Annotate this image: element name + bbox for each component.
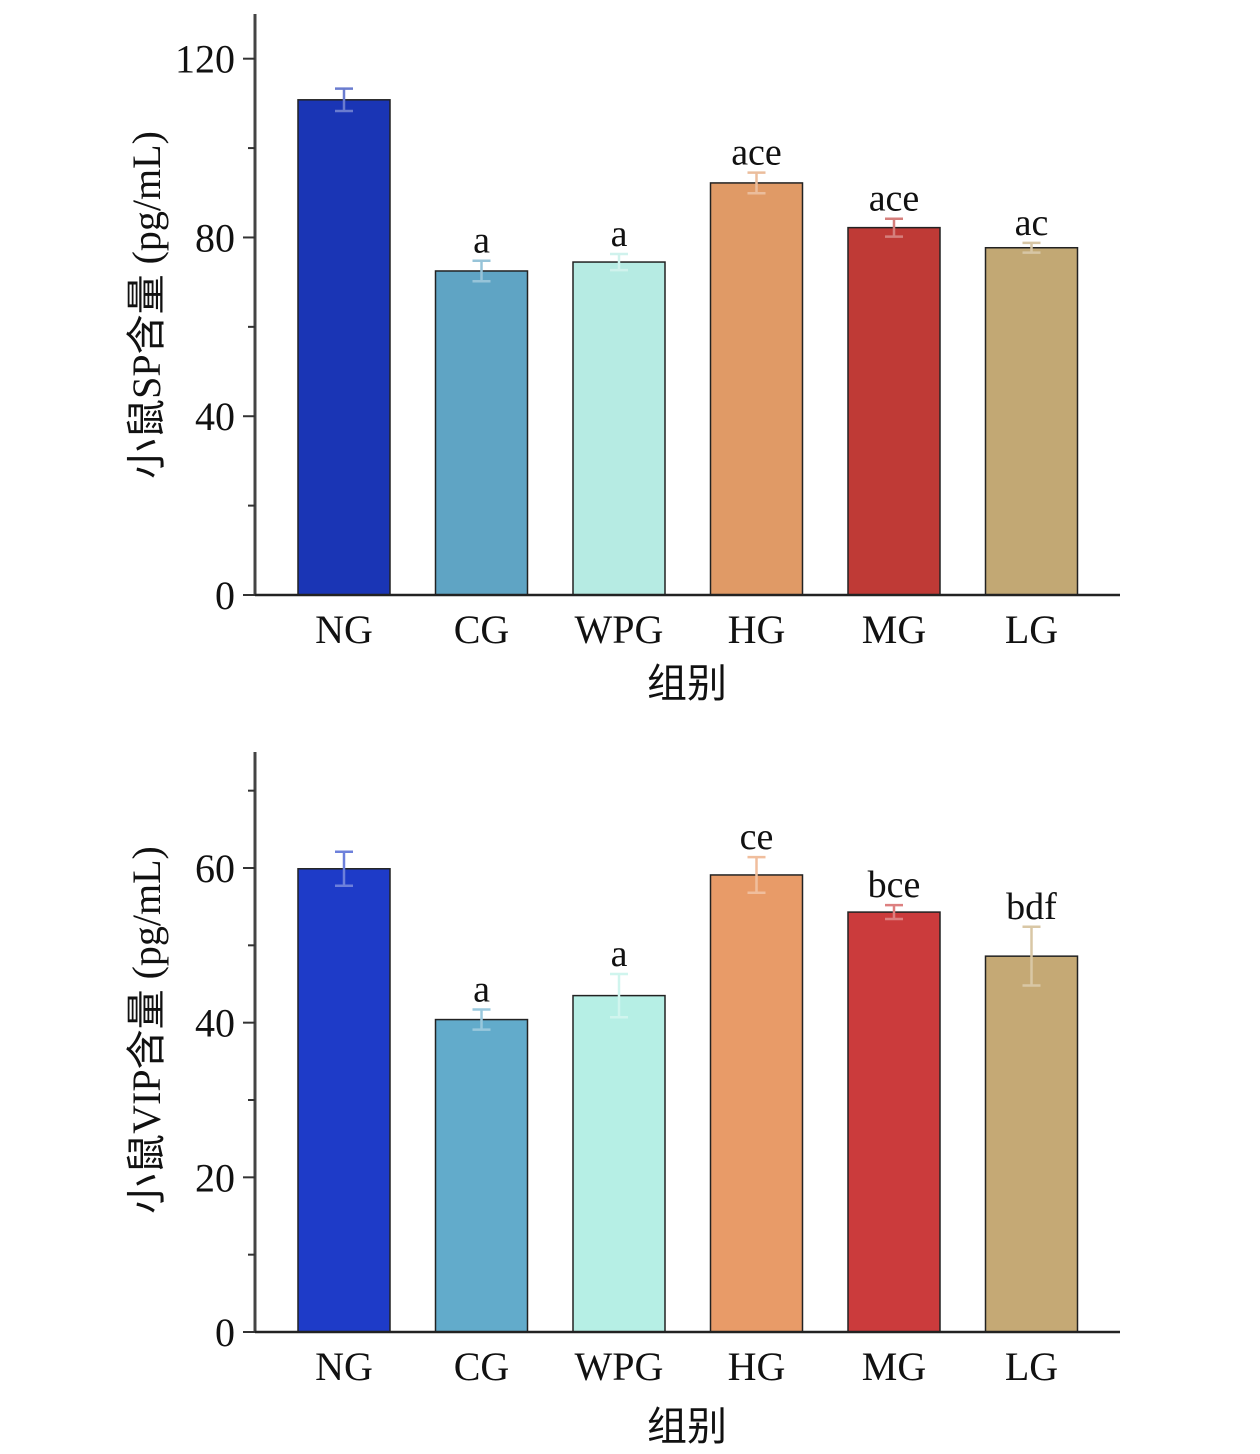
x-tick-label-NG: NG	[315, 607, 373, 652]
y-axis-label: 小鼠SP含量 (pg/mL)	[124, 131, 169, 479]
bar-WPG	[572, 261, 666, 596]
chart-panel-1: NG a CG a WPG ace HG ace MG ac LG 0 40 80 120 组别 小鼠SP含量 …	[124, 14, 1120, 706]
significance-label-CG: a	[473, 220, 490, 262]
significance-label-WPG: a	[611, 213, 628, 255]
y-axis-label: 小鼠VIP含量 (pg/mL)	[124, 846, 169, 1214]
y-tick-label: 60	[195, 846, 235, 891]
x-tick-label-MG: MG	[862, 607, 926, 652]
x-axis-label: 组别	[647, 1404, 727, 1449]
bar-WPG	[572, 994, 666, 1333]
y-tick-label: 80	[195, 215, 235, 260]
bar-LG	[984, 955, 1079, 1333]
y-tick-label: 0	[215, 573, 235, 618]
bar-NG	[297, 868, 391, 1333]
significance-label-LG: ac	[1015, 202, 1049, 244]
x-tick-label-CG: CG	[454, 1344, 510, 1389]
bar-CG	[434, 270, 529, 596]
x-tick-label-LG: LG	[1005, 607, 1058, 652]
y-tick-label: 40	[195, 1001, 235, 1046]
x-axis-label: 组别	[647, 661, 727, 706]
significance-label-HG: ce	[740, 816, 774, 858]
x-tick-label-HG: HG	[728, 1344, 786, 1389]
significance-label-LG: bdf	[1006, 886, 1057, 928]
x-tick-label-CG: CG	[454, 607, 510, 652]
significance-label-MG: ace	[869, 178, 920, 220]
y-tick-label: 20	[195, 1155, 235, 1200]
y-tick-label: 0	[215, 1310, 235, 1355]
x-tick-label-LG: LG	[1005, 1344, 1058, 1389]
bar-LG	[984, 246, 1079, 596]
bar-NG	[297, 99, 391, 596]
y-tick-label: 120	[175, 37, 235, 82]
chart-panel-2: NG a CG a WPG ce HG bce MG bdf LG 0 20 40 60 组别 小鼠VIP含量 …	[124, 752, 1120, 1449]
bar-HG	[709, 182, 804, 596]
significance-label-CG: a	[473, 969, 490, 1011]
significance-label-HG: ace	[731, 132, 782, 174]
bar-MG	[847, 911, 941, 1333]
significance-label-MG: bce	[868, 864, 921, 906]
bar-HG	[709, 874, 804, 1333]
x-tick-label-WPG: WPG	[575, 607, 664, 652]
x-tick-label-NG: NG	[315, 1344, 373, 1389]
x-tick-label-WPG: WPG	[575, 1344, 664, 1389]
x-tick-label-HG: HG	[728, 607, 786, 652]
x-tick-label-MG: MG	[862, 1344, 926, 1389]
significance-label-WPG: a	[611, 933, 628, 975]
bar-MG	[847, 226, 941, 596]
bar-CG	[434, 1018, 529, 1333]
y-tick-label: 40	[195, 394, 235, 439]
